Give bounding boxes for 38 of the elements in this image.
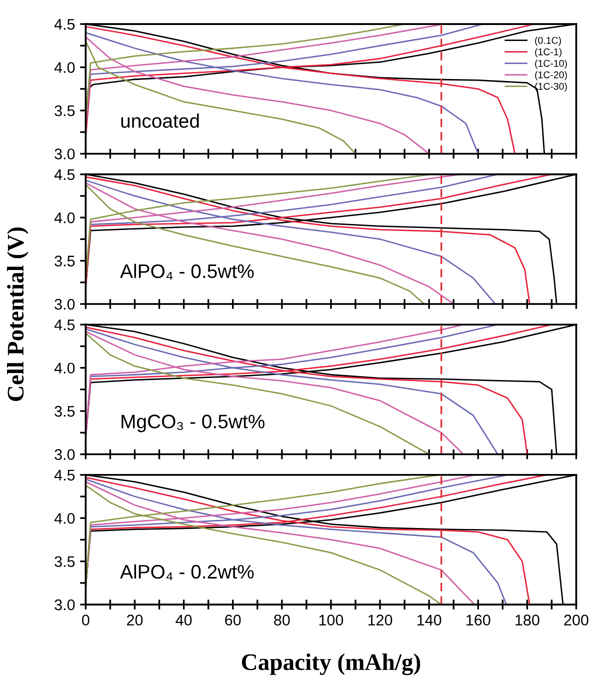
x-tick-label: 60 [225, 614, 241, 626]
y-tick-label: 3.5 [54, 256, 75, 266]
y-tick-label: 4.5 [54, 320, 75, 330]
x-tick-label: 0 [82, 614, 90, 626]
x-tick-label: 120 [368, 614, 392, 626]
y-tick-label: 4.0 [54, 362, 75, 374]
x-tick-label: 160 [466, 614, 490, 626]
x-tick-label: 200 [564, 614, 588, 626]
y-tick-label: 4.5 [54, 470, 75, 481]
legend-label: (1C-1) [535, 48, 562, 58]
y-tick-label: 3.0 [54, 148, 75, 160]
legend-label: (0.1C) [535, 36, 561, 46]
legend-label: (1C-30) [535, 82, 567, 92]
y-tick-label: 4.5 [54, 169, 75, 180]
x-tick-label: 80 [274, 614, 290, 626]
annotation: uncoated [121, 114, 199, 128]
y-tick-label: 3.0 [54, 449, 75, 460]
x-tick-label: 100 [319, 614, 344, 626]
y-tick-label: 3.5 [54, 406, 75, 417]
x-tick-label: 20 [127, 614, 143, 626]
y-tick-label: 4.0 [54, 212, 75, 224]
y-axis-title: Cell Potential (V) [7, 227, 28, 402]
y-tick-label: 3.0 [54, 298, 75, 310]
annotation: AlPO₄ - 0.5wt% [120, 264, 254, 280]
x-axis-title: Capacity (mAh/g) [242, 654, 420, 676]
x-tick-label: 40 [176, 614, 192, 626]
y-tick-label: 4.0 [54, 62, 75, 73]
x-tick-label: 140 [417, 614, 442, 626]
y-tick-label: 4.0 [54, 512, 75, 524]
annotation: MgCO₃ - 0.5wt% [122, 414, 264, 432]
legend-label: (1C-20) [535, 71, 567, 80]
legend-label: (1C-10) [535, 60, 567, 69]
y-tick-label: 4.5 [54, 19, 75, 30]
x-tick-label: 180 [516, 614, 540, 626]
annotation: AlPO₄ - 0.2wt% [120, 564, 254, 580]
y-tick-label: 3.5 [54, 105, 75, 116]
y-tick-label: 3.0 [54, 599, 75, 610]
y-tick-label: 3.5 [54, 556, 75, 568]
